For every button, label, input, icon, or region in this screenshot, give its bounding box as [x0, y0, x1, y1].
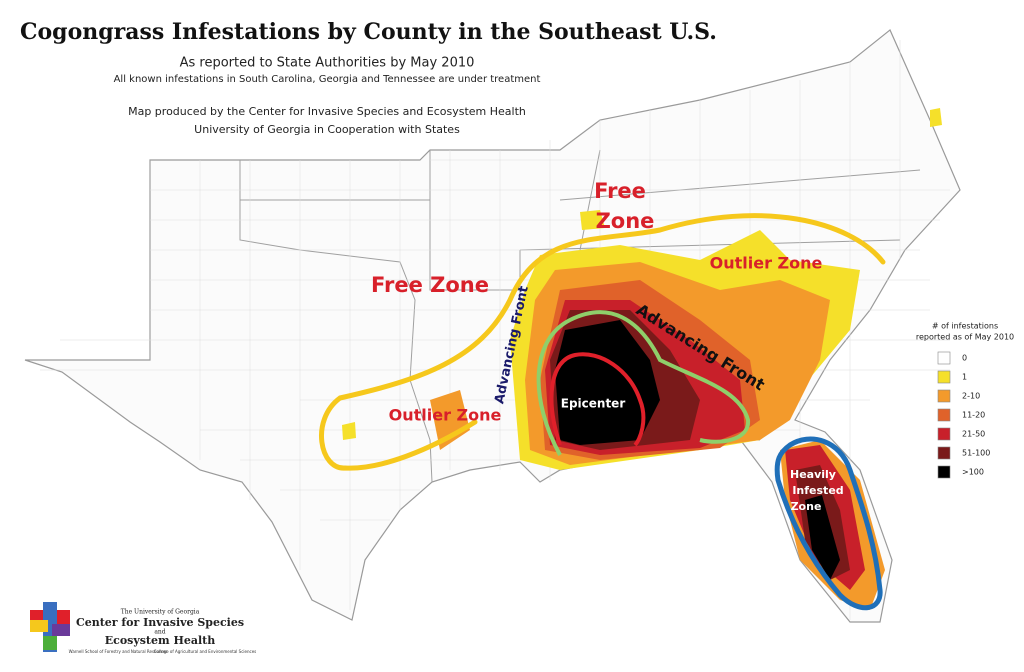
heavily-infested-boundary — [774, 436, 883, 611]
logo-text: College of Agricultural and Environmenta… — [154, 649, 257, 654]
infestation-areas — [342, 108, 942, 610]
legend-swatch — [937, 408, 951, 422]
legend-swatch — [937, 465, 951, 479]
legend-swatch — [937, 351, 951, 365]
credit: University of Georgia in Cooperation wit… — [194, 123, 460, 136]
legend-swatch — [937, 370, 951, 384]
epicenter-boundary — [549, 352, 646, 447]
advancing-front-boundary — [536, 310, 750, 456]
note: All known infestations in South Carolina… — [114, 74, 541, 85]
legend-label: 21-50 — [962, 430, 985, 439]
legend: # of infestations reported as of May 201… — [916, 322, 1014, 479]
logo-text: Warnell School of Forestry and Natural R… — [69, 649, 168, 654]
free-zone-boundary — [319, 213, 886, 471]
zone-label: Free — [594, 179, 646, 203]
legend-label: 1 — [962, 373, 967, 382]
logo-text: Ecosystem Health — [105, 634, 216, 647]
title: Cogongrass Infestations by County in the… — [20, 19, 717, 45]
subtitle: As reported to State Authorities by May … — [180, 56, 475, 71]
credit: Map produced by the Center for Invasive … — [128, 105, 526, 118]
legend-label: 51-100 — [962, 449, 990, 458]
zone-label: Infested — [792, 484, 843, 497]
legend-label: 2-10 — [962, 392, 980, 401]
zone-label: Zone — [791, 500, 822, 513]
legend-label: 0 — [962, 354, 967, 363]
zone-label: Free Zone — [371, 273, 489, 297]
legend-swatch — [937, 446, 951, 460]
zone-label: Zone — [596, 209, 655, 233]
legend-title: # of infestations — [932, 322, 998, 331]
zone-label: Epicenter — [561, 397, 626, 411]
zone-label: Heavily — [790, 468, 836, 481]
logo-text: and — [154, 629, 165, 636]
zone-label: Outlier Zone — [389, 406, 502, 425]
logo-text: The University of Georgia — [121, 609, 200, 616]
legend-label: 11-20 — [962, 411, 985, 420]
zone-label: Outlier Zone — [710, 254, 823, 273]
legend-swatch — [937, 427, 951, 441]
logo: The University of Georgia Center for Inv… — [30, 602, 256, 654]
legend-title: reported as of May 2010 — [916, 333, 1014, 342]
logo-text: Center for Invasive Species — [76, 616, 244, 629]
legend-label: >100 — [962, 468, 984, 477]
legend-swatch — [937, 389, 951, 403]
